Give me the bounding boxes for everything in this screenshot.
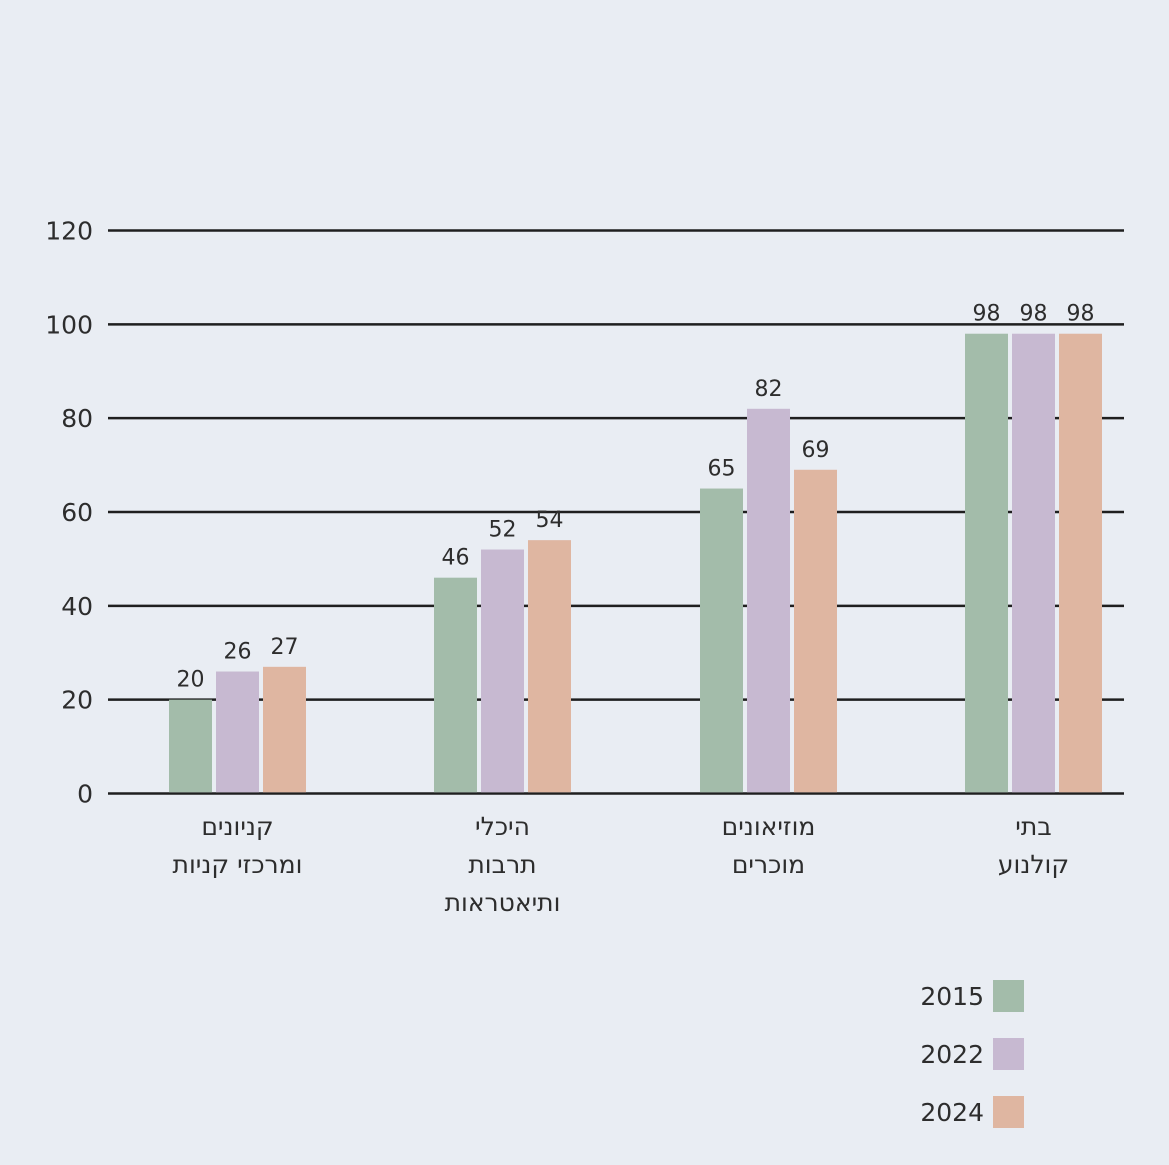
value-label-2015-3: 98	[973, 302, 1001, 327]
value-label-2015-2: 65	[708, 457, 736, 482]
bar-2024-2	[794, 469, 837, 793]
bar-2015-1	[434, 577, 477, 793]
category-labels: קניונים ומרכזי קניות היכלי תרבות ותיאטראות מו…	[173, 812, 1070, 917]
bar-2015-0	[169, 699, 212, 793]
y-tick-label-60: 60	[61, 498, 93, 527]
category-label-3-line-1: קולנוע	[998, 850, 1069, 879]
y-axis-tick-labels: 0 20 40 60 80 100 120	[45, 217, 93, 809]
bar-2022-1	[481, 549, 524, 793]
value-labels: 20 46 65 98 26 52 82 98 27 54 69 98	[177, 302, 1095, 693]
legend-swatch-2015	[993, 980, 1024, 1012]
category-label-0-line-0: קניונים	[201, 812, 273, 841]
y-tick-label-100: 100	[45, 310, 93, 339]
value-label-2022-2: 82	[755, 377, 783, 402]
y-tick-label-80: 80	[61, 404, 93, 433]
value-label-2022-3: 98	[1020, 302, 1048, 327]
y-tick-label-120: 120	[45, 217, 93, 246]
value-label-2024-1: 54	[536, 508, 564, 533]
category-label-3-line-0: בתי	[1015, 812, 1051, 841]
legend-label-2024: 2024	[920, 1098, 984, 1127]
category-label-1-line-1: תרבות	[468, 850, 536, 879]
legend-swatch-2024	[993, 1096, 1024, 1128]
y-tick-label-0: 0	[77, 780, 93, 809]
bar-2022-2	[747, 408, 790, 793]
category-label-2-line-1: מוכרים	[732, 850, 805, 879]
legend-swatch-2022	[993, 1038, 1024, 1070]
value-label-2024-2: 69	[802, 438, 830, 463]
value-label-2024-3: 98	[1067, 302, 1095, 327]
bar-2024-1	[528, 540, 571, 793]
value-label-2022-0: 26	[224, 640, 252, 665]
value-label-2015-0: 20	[177, 668, 205, 693]
category-label-1-line-0: היכלי	[475, 812, 530, 841]
legend-label-2015: 2015	[920, 982, 984, 1011]
bar-2022-0	[216, 671, 259, 793]
category-label-1-line-2: ותיאטראות	[445, 888, 561, 917]
category-label-2-line-0: מוזיאונים	[722, 812, 816, 841]
legend-label-2022: 2022	[920, 1040, 984, 1069]
legend: 2015 2022 2024	[920, 980, 1024, 1128]
y-tick-label-20: 20	[61, 686, 93, 715]
bar-2022-3	[1012, 333, 1055, 793]
value-label-2015-1: 46	[442, 546, 470, 571]
bar-2015-2	[700, 488, 743, 793]
bars	[169, 333, 1102, 793]
bar-2015-3	[965, 333, 1008, 793]
bar-2024-3	[1059, 333, 1102, 793]
bar-2024-0	[263, 666, 306, 793]
y-tick-label-40: 40	[61, 592, 93, 621]
category-label-0-line-1: ומרכזי קניות	[173, 850, 303, 879]
value-label-2024-0: 27	[271, 635, 299, 660]
value-label-2022-1: 52	[489, 518, 517, 543]
